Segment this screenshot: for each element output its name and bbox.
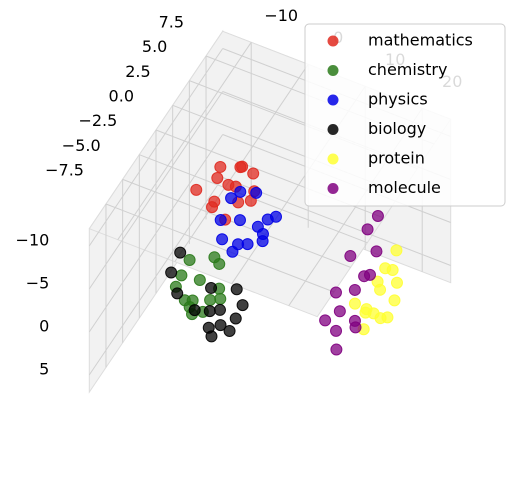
point	[225, 192, 238, 205]
point	[329, 286, 342, 299]
y-tick-label: 2.5	[125, 62, 150, 81]
point	[371, 275, 384, 288]
point	[188, 304, 201, 317]
point	[190, 183, 203, 196]
point	[205, 281, 218, 294]
point	[363, 268, 376, 281]
y-tick-label: 5.0	[142, 37, 167, 56]
point	[193, 273, 206, 286]
y-tick-label: −2.5	[78, 111, 117, 130]
point	[390, 244, 403, 257]
point	[204, 294, 217, 307]
point	[205, 330, 218, 343]
point	[223, 324, 236, 337]
point	[361, 223, 374, 236]
y-tick-label: 7.5	[159, 12, 184, 31]
point	[171, 287, 184, 300]
z-tick-label: −5	[26, 273, 50, 292]
point	[348, 297, 361, 310]
point	[175, 269, 188, 282]
point	[234, 161, 247, 174]
point	[165, 266, 178, 279]
legend-label: biology	[368, 119, 426, 138]
point	[370, 245, 383, 258]
grid-line	[105, 203, 335, 293]
point	[213, 257, 226, 270]
legend-label: molecule	[368, 178, 441, 197]
x-tick-label: −10	[264, 6, 298, 25]
y-tick-label: −5.0	[62, 136, 101, 155]
point	[236, 299, 249, 312]
point	[230, 283, 243, 296]
legend-label: mathematics	[368, 31, 473, 50]
legend-marker	[327, 183, 339, 194]
point	[261, 213, 274, 226]
y-tick-label: 0.0	[109, 87, 134, 106]
legend-marker	[327, 35, 339, 47]
z-tick-label: 0	[39, 316, 49, 335]
point	[234, 185, 247, 198]
legend-label: physics	[368, 90, 428, 109]
point	[178, 294, 191, 307]
ticks: −10010207.55.02.50.0−2.5−5.0−7.5−10−505	[16, 6, 463, 379]
point	[247, 167, 260, 180]
point	[174, 246, 187, 259]
grid-line	[88, 91, 224, 290]
point	[371, 210, 384, 223]
grid-line	[88, 48, 224, 247]
legend-marker	[327, 124, 339, 135]
point	[213, 303, 226, 316]
z-tick-label: −10	[16, 230, 50, 249]
point	[214, 292, 227, 305]
legend-box	[304, 23, 506, 207]
legend-marker	[327, 153, 339, 165]
point	[256, 235, 269, 248]
point	[229, 312, 242, 325]
legend: mathematics chemistry physics biology protei…	[304, 23, 506, 207]
point	[388, 294, 401, 307]
point	[214, 319, 227, 332]
point	[374, 312, 387, 325]
point	[333, 305, 346, 318]
grid-line	[88, 177, 224, 376]
points	[165, 160, 403, 356]
point	[348, 283, 361, 296]
legend-label: chemistry	[368, 60, 447, 79]
point	[250, 186, 263, 199]
point	[183, 253, 196, 266]
z-tick-label: 5	[39, 359, 49, 378]
point	[214, 160, 227, 173]
legend-marker	[327, 94, 339, 106]
point	[233, 214, 246, 227]
point	[330, 324, 343, 337]
point	[214, 214, 227, 227]
grid-line	[88, 134, 224, 333]
point	[206, 201, 219, 214]
legend-label: protein	[368, 149, 425, 168]
point	[390, 276, 403, 289]
legend-marker	[327, 65, 339, 76]
point	[330, 343, 343, 356]
point	[319, 314, 332, 327]
point	[349, 321, 362, 334]
point	[344, 250, 357, 263]
y-tick-label: −7.5	[45, 161, 84, 180]
point	[232, 238, 245, 251]
point	[216, 233, 229, 246]
point	[379, 262, 392, 275]
point	[203, 305, 216, 318]
point	[360, 303, 373, 316]
point	[211, 171, 224, 184]
